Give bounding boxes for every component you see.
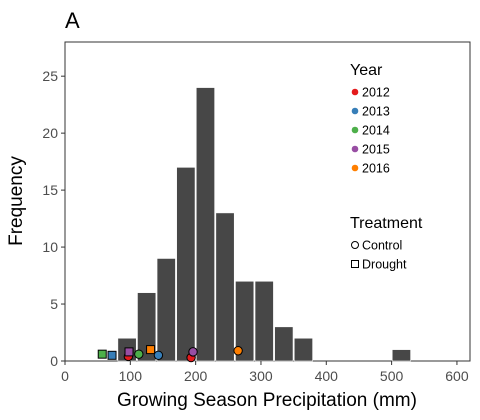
x-tick-label: 200 (184, 368, 208, 384)
legend-year-label: 2014 (362, 124, 390, 138)
legend-treatment-swatch-square (351, 260, 359, 268)
point-control (134, 349, 144, 359)
legend-year-swatch (351, 126, 359, 134)
point-drought (124, 347, 134, 357)
panel-label: A (65, 8, 80, 33)
point-control (188, 347, 198, 357)
histogram-bar (195, 87, 215, 362)
y-tick-label: 10 (42, 239, 58, 255)
x-tick-label: 0 (61, 368, 69, 384)
legend-year-swatch (351, 145, 359, 153)
histogram-bar (254, 280, 274, 362)
y-tick-label: 15 (42, 182, 58, 198)
x-axis: 0 100 200 300 400 500 600 (61, 361, 469, 384)
point-drought (146, 345, 156, 355)
x-axis-title: Growing Season Precipitation (mm) (117, 390, 417, 411)
x-tick-label: 600 (445, 368, 469, 384)
legend-year-label: 2013 (362, 105, 390, 119)
x-tick-label: 100 (119, 368, 143, 384)
bars-layer (117, 87, 411, 362)
legend-year-swatch (351, 107, 359, 115)
legend-year-swatch (351, 164, 359, 172)
point-control (233, 346, 243, 356)
legend-treatment: Treatment Control Drought (350, 215, 423, 272)
histogram-bar (215, 212, 235, 362)
point-drought (107, 350, 117, 360)
histogram-bar (176, 167, 196, 362)
legend-treatment-swatch-circle (351, 241, 359, 249)
point-control (153, 350, 164, 361)
y-tick-label: 0 (50, 353, 58, 369)
y-tick-label: 25 (42, 68, 58, 84)
histogram-bar (274, 326, 294, 362)
legend-year-label: 2016 (362, 162, 390, 176)
x-tick-label: 400 (315, 368, 339, 384)
y-tick-label: 5 (50, 296, 58, 312)
histogram-bar (235, 280, 255, 362)
x-tick-label: 500 (380, 368, 404, 384)
points-layer (97, 345, 243, 363)
point-drought (97, 349, 107, 359)
histogram-bar (391, 349, 411, 362)
legend-year-label: 2012 (362, 86, 390, 100)
legend-year: Year 2012 2013 2014 2015 2016 (350, 62, 390, 176)
legend-treatment-label: Control (362, 239, 402, 253)
y-axis-title: Frequency (6, 156, 27, 246)
legend-year-label: 2015 (362, 143, 390, 157)
legend-treatment-title: Treatment (350, 215, 423, 232)
legend-treatment-label: Drought (362, 258, 407, 272)
histogram-bar (156, 258, 176, 362)
histogram-bar (137, 292, 157, 362)
histogram-bar (293, 337, 313, 362)
y-tick-label: 20 (42, 125, 58, 141)
legend-year-title: Year (350, 62, 383, 79)
x-tick-label: 300 (249, 368, 273, 384)
y-axis: 0 5 10 15 20 25 (42, 68, 65, 369)
legend-year-swatch (351, 88, 359, 96)
